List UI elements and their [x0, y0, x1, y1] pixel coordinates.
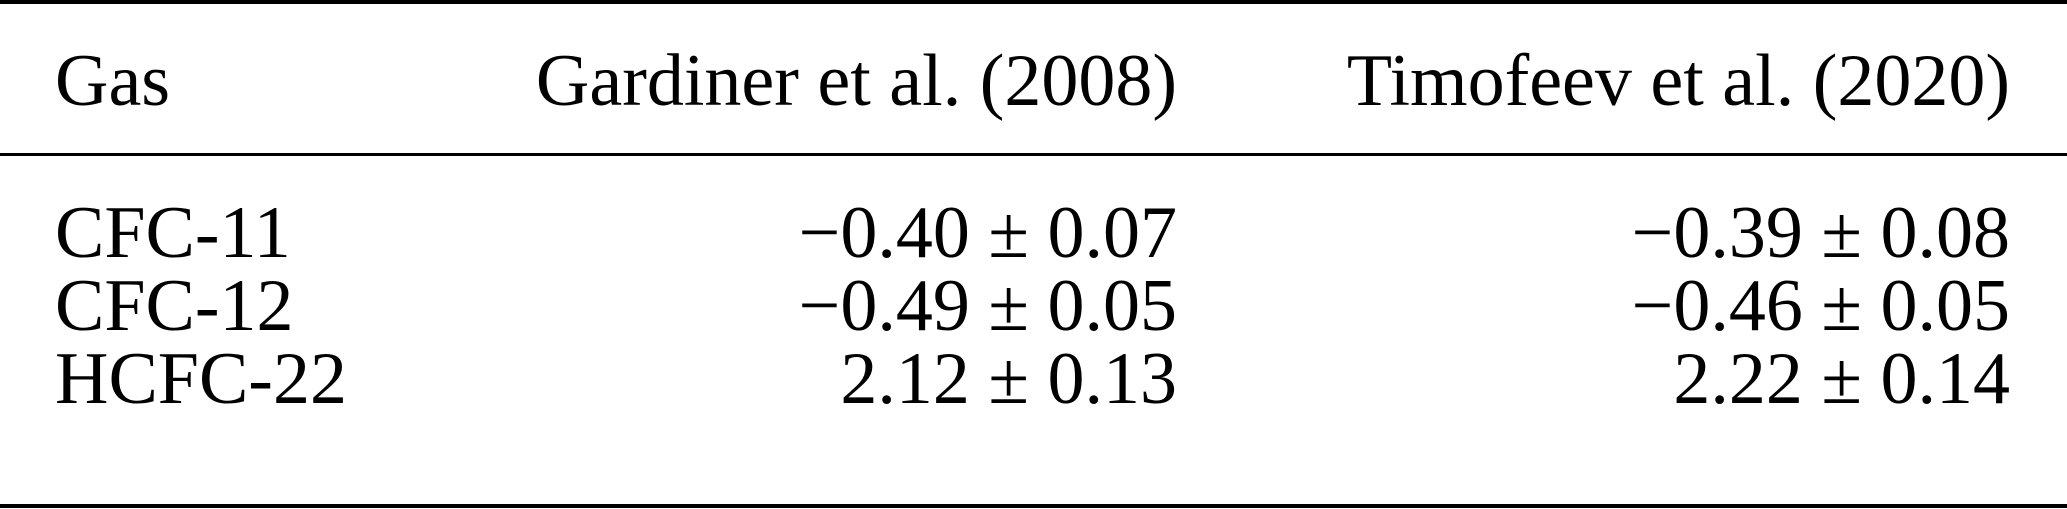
timofeev-value: −0.46 ± 0.05 — [1631, 265, 2010, 347]
header-gas: Gas — [55, 40, 171, 122]
timofeev-value: −0.39 ± 0.08 — [1631, 192, 2010, 274]
header-rule — [0, 153, 2067, 156]
gardiner-value: −0.40 ± 0.07 — [798, 192, 1177, 274]
gas-cell: CFC-11 — [55, 192, 291, 274]
bottom-rule — [0, 504, 2067, 508]
header-gardiner: Gardiner et al. (2008) — [535, 40, 1177, 122]
timofeev-value: 2.22 ± 0.14 — [1673, 338, 2010, 420]
header-timofeev: Timofeev et al. (2020) — [1346, 40, 2010, 122]
top-rule — [0, 0, 2067, 4]
gardiner-value: −0.49 ± 0.05 — [798, 265, 1177, 347]
gardiner-value: 2.12 ± 0.13 — [840, 338, 1177, 420]
gas-cell: CFC-12 — [55, 265, 294, 347]
gas-cell: HCFC-22 — [55, 338, 347, 420]
